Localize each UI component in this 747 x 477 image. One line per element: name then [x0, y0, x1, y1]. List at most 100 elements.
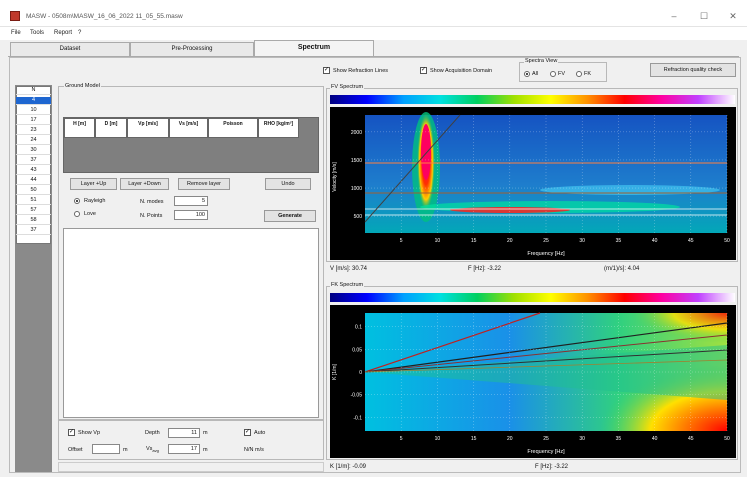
n-points-input[interactable]: 100 [174, 210, 208, 220]
fk-spectrum-plot[interactable]: K [1/m] Frequency [Hz] 0.1 0.05 0 -0.05 -0.1… [330, 305, 736, 458]
fk-xtick-label: 50 [724, 436, 730, 442]
depth-input[interactable]: 11 [168, 428, 200, 438]
remove-layer-button[interactable]: Remove layer [178, 178, 230, 190]
model-plot-area [63, 228, 319, 418]
layer-list-item[interactable]: 10 [16, 107, 51, 115]
layer-list-item[interactable]: 37 [16, 157, 51, 165]
fk-readout-k: K [1/m]: -0.09 [330, 464, 367, 470]
column-vp: Vp [m/s] [127, 118, 169, 138]
fv-xtick-label: 45 [688, 238, 694, 244]
fv-xtick-label: 30 [579, 238, 585, 244]
layer-list-item[interactable]: 43 [16, 167, 51, 175]
fv-ytick-label: 1500 [351, 158, 362, 164]
close-button[interactable]: ✕ [729, 11, 737, 21]
fv-xtick-label: 25 [543, 238, 549, 244]
vs-avg-unit: m [203, 447, 208, 453]
fv-spectrum-title: FV Spectrum [330, 84, 365, 90]
fk-spectrum-group [326, 286, 738, 460]
layer-list-item[interactable]: N [16, 87, 51, 95]
depth-unit: m [203, 430, 208, 436]
layer-up-button[interactable]: Layer +Up [70, 178, 117, 190]
minimize-button[interactable]: – [671, 11, 677, 21]
fv-xtick-label: 5 [400, 238, 403, 244]
n-points-label: N. Points [140, 213, 163, 219]
view-all-label: All [532, 71, 539, 77]
layer-list-item[interactable]: 30 [16, 147, 51, 155]
rayleigh-radio[interactable] [74, 198, 80, 204]
auto-checkbox[interactable]: ✓ [244, 429, 251, 436]
layer-down-button[interactable]: Layer +Down [120, 178, 169, 190]
fv-readout-velocity: V [m/s]: 30.74 [330, 266, 368, 272]
fk-xtick-label: 25 [543, 436, 549, 442]
n-modes-input[interactable]: 5 [174, 196, 208, 206]
fv-spectrum-plot[interactable]: Velocity [m/s] Frequency [Hz] 2000 1500 10… [330, 107, 736, 260]
depth-group [58, 420, 324, 460]
column-rho: RHO [kg/m³] [258, 118, 299, 138]
tab-pre-processing[interactable]: Pre-Processing [130, 42, 254, 56]
layer-list-item[interactable]: 50 [16, 187, 51, 195]
tab-spectrum[interactable]: Spectrum [254, 40, 374, 56]
fk-ytick-label: -0.1 [353, 415, 362, 421]
ground-model-title: Ground Model [64, 83, 101, 89]
layer-list-item[interactable]: 4 [16, 97, 51, 105]
fk-xtick-label: 40 [652, 436, 658, 442]
layer-list[interactable] [16, 86, 51, 244]
tab-divider [8, 56, 739, 57]
menu-tools[interactable]: Tools [30, 30, 45, 36]
offset-label: Offset [68, 447, 83, 453]
layer-list-item[interactable]: 51 [16, 197, 51, 205]
layer-list-item[interactable]: 44 [16, 177, 51, 185]
masw-app-icon [10, 11, 20, 21]
fk-ytick-label: 0.05 [352, 347, 362, 353]
show-vp-checkbox[interactable]: ✓ [68, 429, 75, 436]
generate-button[interactable]: Generate [264, 210, 316, 222]
spectra-view-group [519, 62, 607, 82]
window-title: MASW - 0508m\MASW_16_06_2022 11_05_55.ma… [26, 13, 183, 20]
view-fv-label: FV [558, 71, 566, 77]
column-vs: Vs [m/s] [169, 118, 208, 138]
n-modes-label: N. modes [140, 199, 164, 205]
offset-input[interactable] [92, 444, 120, 454]
maximize-button[interactable]: ☐ [699, 11, 709, 21]
fv-xlabel: Frequency [Hz] [527, 251, 565, 257]
menu-report[interactable]: Report [54, 30, 73, 36]
fk-xtick-label: 20 [507, 436, 513, 442]
undo-button[interactable]: Undo [265, 178, 311, 190]
show-acquisition-checkbox[interactable]: ✓ [420, 67, 427, 74]
view-fk-radio[interactable] [576, 71, 582, 77]
layer-list-item[interactable]: 17 [16, 117, 51, 125]
nn-label: N/N m/s [244, 447, 264, 453]
layer-list-item[interactable]: 23 [16, 127, 51, 135]
fv-colorbar [330, 95, 735, 104]
show-refraction-checkbox[interactable]: ✓ [323, 67, 330, 74]
refraction-check-button[interactable]: Refraction quality check [650, 63, 736, 77]
tab-dataset[interactable]: Dataset [10, 42, 130, 56]
show-refraction-label: Show Refraction Lines [333, 68, 389, 74]
view-fv-radio[interactable] [550, 71, 556, 77]
title-bar [0, 0, 747, 27]
layer-list-item[interactable]: 24 [16, 137, 51, 145]
menu-file[interactable]: File [11, 30, 21, 36]
vs-avg-input[interactable]: 17 [168, 444, 200, 454]
fk-colorbar [330, 293, 735, 302]
rayleigh-label: Rayleigh [84, 198, 106, 204]
layer-list-item[interactable]: 57 [16, 207, 51, 215]
view-all-radio[interactable] [524, 71, 530, 77]
vs-avg-label: Vsavg [146, 446, 159, 454]
fv-xtick-label: 35 [616, 238, 622, 244]
status-bar [58, 462, 324, 472]
fv-xtick-label: 10 [435, 238, 441, 244]
fk-xtick-label: 35 [616, 436, 622, 442]
fk-xlabel: Frequency [Hz] [527, 449, 565, 455]
layer-list-item[interactable]: 37 [16, 227, 51, 235]
menu-help[interactable]: ? [78, 30, 82, 36]
fk-readout-frequency: F [Hz]: -3.22 [535, 464, 569, 470]
fv-ytick-label: 500 [354, 214, 363, 220]
love-radio[interactable] [74, 211, 80, 217]
fk-ytick-label: 0 [359, 370, 362, 376]
fk-spectrum-title: FK Spectrum [330, 282, 365, 288]
fk-xtick-label: 15 [471, 436, 477, 442]
fv-readout-ratio: (m/1)/s]: 4.04 [604, 266, 640, 272]
fv-spectrum-group [326, 88, 738, 262]
layer-list-item[interactable]: 58 [16, 217, 51, 225]
